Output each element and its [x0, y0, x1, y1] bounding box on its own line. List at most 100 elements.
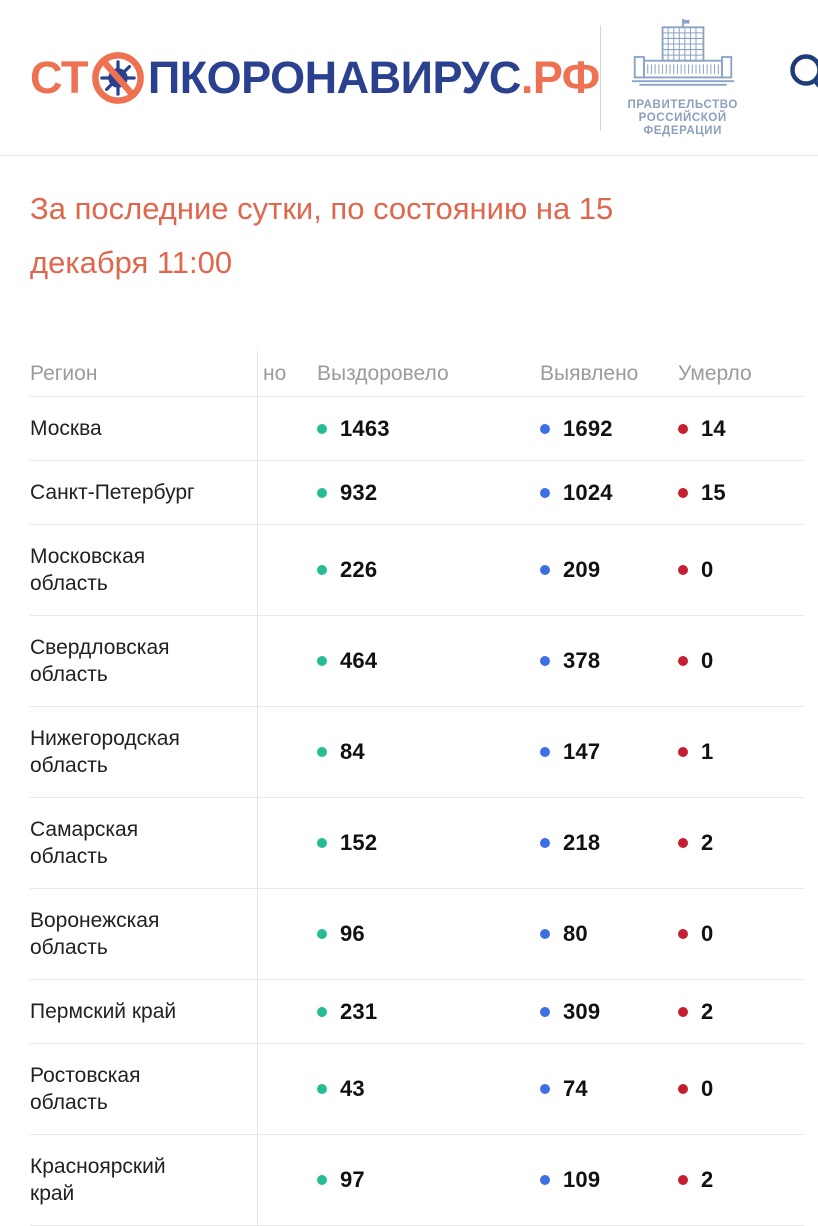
deaths-value: 2 [701, 1167, 714, 1192]
recovered-value: 84 [340, 739, 365, 764]
confirmed-cell: 1692 [540, 416, 678, 442]
confirmed-value: 80 [563, 921, 588, 946]
deaths-value: 14 [701, 415, 726, 441]
deaths-value: 15 [701, 479, 726, 505]
region-name: Красноярский край [30, 1155, 166, 1205]
table-row: Красноярский край 97 109 2 [30, 1135, 804, 1226]
confirmed-value: 218 [563, 830, 601, 855]
deaths-cell: 15 [678, 480, 804, 506]
confirmed-cell: 74 [540, 1076, 678, 1102]
recovered-value: 226 [340, 557, 378, 582]
recovered-cell: 152 [317, 830, 540, 856]
region-name: Нижегородская область [30, 727, 180, 777]
column-header-region: Регион [30, 361, 98, 385]
confirmed-cell: 1024 [540, 480, 678, 506]
recovered-value: 464 [340, 648, 378, 673]
recovered-value: 932 [340, 479, 378, 505]
recovered-dot [317, 1006, 327, 1017]
recovered-cell: 43 [317, 1076, 540, 1102]
region-name: Московская область [30, 545, 146, 595]
recovered-value: 96 [340, 921, 365, 946]
deaths-cell: 0 [678, 648, 804, 674]
recovered-dot [317, 1175, 327, 1185]
recovered-value: 1463 [340, 415, 390, 441]
deaths-value: 0 [701, 557, 714, 582]
region-name: Санкт-Петербург [30, 481, 195, 504]
confirmed-dot [540, 487, 550, 498]
table-row: Нижегородская область 84 147 1 [30, 707, 804, 798]
deaths-dot [678, 423, 688, 434]
region-name: Самарская область [30, 818, 139, 868]
recovered-cell: 1463 [317, 416, 540, 442]
recovered-cell: 96 [317, 921, 540, 947]
table-row: Пермский край 231 309 2 [30, 980, 804, 1044]
deaths-value: 1 [701, 739, 714, 764]
column-header-deaths: Умерло [678, 361, 752, 385]
recovered-dot [317, 656, 327, 666]
deaths-cell: 0 [678, 1076, 804, 1102]
recovered-cell: 97 [317, 1167, 540, 1193]
table-row: Санкт-Петербург 932 1024 15 [30, 461, 804, 525]
recovered-dot [317, 423, 327, 434]
table-row: Свердловская область 464 378 0 [30, 616, 804, 707]
gov-label-line1: ПРАВИТЕЛЬСТВО [627, 98, 738, 111]
table-body: Москва 1463 1692 14 Санкт-Петербург 932 [30, 397, 804, 1226]
confirmed-cell: 378 [540, 648, 678, 674]
confirmed-dot [540, 929, 550, 939]
government-building-icon [631, 18, 734, 86]
deaths-dot [678, 1175, 688, 1185]
stats-table[interactable]: Регион но Выздоровело Выявлено Умерло Мо… [30, 351, 804, 1226]
confirmed-cell: 109 [540, 1167, 678, 1193]
recovered-dot [317, 565, 327, 575]
recovered-cell: 84 [317, 739, 540, 765]
column-header-recovered: Выздоровело [317, 361, 449, 385]
recovered-value: 97 [340, 1167, 365, 1192]
gov-label-line3: ФЕДЕРАЦИИ [643, 124, 723, 137]
recovered-cell: 932 [317, 480, 540, 506]
sticky-column-divider [257, 351, 258, 1226]
deaths-value: 0 [701, 921, 714, 946]
table-row: Московская область 226 209 0 [30, 525, 804, 616]
deaths-dot [678, 838, 688, 848]
recovered-value: 231 [340, 998, 378, 1024]
confirmed-value: 378 [563, 648, 601, 673]
recovered-dot [317, 487, 327, 498]
deaths-cell: 2 [678, 999, 804, 1025]
table-row: Москва 1463 1692 14 [30, 397, 804, 461]
deaths-cell: 0 [678, 921, 804, 947]
deaths-dot [678, 929, 688, 939]
deaths-cell: 0 [678, 557, 804, 583]
confirmed-value: 74 [563, 1076, 588, 1101]
site-logo[interactable]: СТ ПКОРОНАВИРУС .РФ [30, 50, 600, 106]
recovered-value: 152 [340, 830, 378, 855]
government-logo[interactable]: ПРАВИТЕЛЬСТВО РОССИЙСКОЙ ФЕДЕРАЦИИ [619, 18, 747, 138]
confirmed-cell: 309 [540, 999, 678, 1025]
table-row: Самарская область 152 218 2 [30, 798, 804, 889]
confirmed-value: 1692 [563, 415, 613, 441]
confirmed-value: 1024 [563, 479, 613, 505]
gov-label-line2: РОССИЙСКОЙ [638, 111, 727, 124]
deaths-value: 0 [701, 648, 714, 673]
deaths-cell: 1 [678, 739, 804, 765]
recovered-cell: 231 [317, 999, 540, 1025]
table-header-row: Регион но Выздоровело Выявлено Умерло [30, 351, 804, 397]
deaths-dot [678, 565, 688, 575]
confirmed-dot [540, 1084, 550, 1094]
recovered-value: 43 [340, 1076, 365, 1101]
region-name: Москва [30, 417, 102, 440]
header-divider [599, 24, 601, 131]
confirmed-cell: 147 [540, 739, 678, 765]
confirmed-dot [540, 838, 550, 848]
search-button[interactable] [789, 53, 818, 102]
confirmed-cell: 218 [540, 830, 678, 856]
deaths-dot [678, 487, 688, 498]
deaths-cell: 2 [678, 830, 804, 856]
site-header: СТ ПКОРОНАВИРУС .РФ [0, 0, 818, 156]
deaths-value: 2 [701, 998, 714, 1024]
deaths-cell: 2 [678, 1167, 804, 1193]
confirmed-value: 147 [563, 739, 601, 764]
recovered-dot [317, 747, 327, 757]
search-icon [789, 54, 818, 89]
confirmed-dot [540, 1006, 550, 1017]
region-name: Воронежская область [30, 909, 160, 959]
